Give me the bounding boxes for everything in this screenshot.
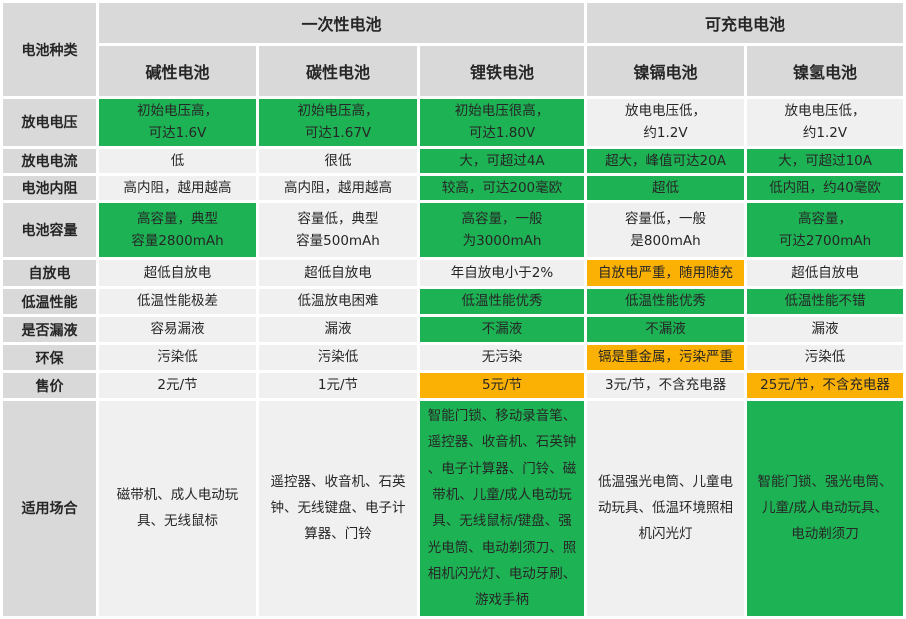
row-label-discharge-voltage: 放电电压 bbox=[3, 99, 96, 146]
table-cell: 污染低 bbox=[259, 345, 417, 371]
table-cell: 超大，峰值可达20A bbox=[587, 148, 745, 173]
table-cell: 低温性能不错 bbox=[747, 289, 904, 315]
table-cell: 1元/节 bbox=[259, 373, 417, 399]
table-cell: 污染低 bbox=[99, 345, 256, 371]
table-cell: 智能门锁、强光电筒、 儿童/成人电动玩具、 电动剃须刀 bbox=[747, 401, 904, 616]
table-cell: 低内阻，约40毫欧 bbox=[747, 175, 904, 201]
column-header-nimh: 镍氢电池 bbox=[747, 46, 904, 96]
table-cell: 初始电压很高， 可达1.80V bbox=[420, 99, 585, 146]
table-cell: 容量低，典型 容量500mAh bbox=[259, 203, 417, 258]
table-cell: 超低 bbox=[587, 175, 745, 201]
row-label-capacity: 电池容量 bbox=[3, 203, 96, 258]
row-label-internal-resistance: 电池内阻 bbox=[3, 175, 96, 201]
table-cell: 低温性能优秀 bbox=[587, 289, 745, 315]
table-cell: 大，可超过10A bbox=[747, 148, 904, 173]
table-cell: 超低自放电 bbox=[99, 260, 256, 287]
column-header-lithium-iron: 锂铁电池 bbox=[420, 46, 585, 96]
table-row: 环保 污染低 污染低 无污染 镉是重金属，污染严重 污染低 bbox=[3, 345, 904, 371]
table-cell: 污染低 bbox=[747, 345, 904, 371]
table-cell: 初始电压高， 可达1.6V bbox=[99, 99, 256, 146]
row-label-applications: 适用场合 bbox=[3, 401, 96, 616]
table-cell: 超低自放电 bbox=[259, 260, 417, 287]
column-header-carbon: 碳性电池 bbox=[259, 46, 417, 96]
table-cell: 很低 bbox=[259, 148, 417, 173]
table-cell: 超低自放电 bbox=[747, 260, 904, 287]
table-cell: 智能门锁、移动录音笔、 遥控器、收音机、石英钟 、电子计算器、门铃、磁 带机、儿… bbox=[420, 401, 585, 616]
table-row: 低温性能 低温性能极差 低温放电困难 低温性能优秀 低温性能优秀 低温性能不错 bbox=[3, 289, 904, 315]
table-row: 售价 2元/节 1元/节 5元/节 3元/节，不含充电器 25元/节，不含充电器 bbox=[3, 373, 904, 399]
table-cell: 镉是重金属，污染严重 bbox=[587, 345, 745, 371]
table-cell: 低温放电困难 bbox=[259, 289, 417, 315]
table-cell: 自放电严重，随用随充 bbox=[587, 260, 745, 287]
table-cell: 3元/节，不含充电器 bbox=[587, 373, 745, 399]
group-header-disposable: 一次性电池 bbox=[99, 3, 585, 43]
table-cell: 低 bbox=[99, 148, 256, 173]
column-header-alkaline: 碱性电池 bbox=[99, 46, 256, 96]
table-cell: 不漏液 bbox=[587, 317, 745, 343]
table-cell: 低温性能极差 bbox=[99, 289, 256, 315]
row-label-low-temp-performance: 低温性能 bbox=[3, 289, 96, 315]
table-row: 适用场合 磁带机、成人电动玩 具、无线鼠标 遥控器、收音机、石英 钟、无线键盘、… bbox=[3, 401, 904, 616]
table-cell: 低温强光电筒、儿童电 动玩具、低温环境照相 机闪光灯 bbox=[587, 401, 745, 616]
table-cell: 磁带机、成人电动玩 具、无线鼠标 bbox=[99, 401, 256, 616]
table-cell: 漏液 bbox=[747, 317, 904, 343]
row-label-leakage: 是否漏液 bbox=[3, 317, 96, 343]
table-row: 放电电流 低 很低 大，可超过4A 超大，峰值可达20A 大，可超过10A bbox=[3, 148, 904, 173]
table-cell: 高内阻，越用越高 bbox=[99, 175, 256, 201]
table-cell: 漏液 bbox=[259, 317, 417, 343]
row-label-discharge-current: 放电电流 bbox=[3, 148, 96, 173]
table-cell: 较高，可达200毫欧 bbox=[420, 175, 585, 201]
table-cell: 年自放电小于2% bbox=[420, 260, 585, 287]
row-label-price: 售价 bbox=[3, 373, 96, 399]
row-label-environment: 环保 bbox=[3, 345, 96, 371]
table-cell: 不漏液 bbox=[420, 317, 585, 343]
table-cell: 高容量，一般 为3000mAh bbox=[420, 203, 585, 258]
table-cell: 25元/节，不含充电器 bbox=[747, 373, 904, 399]
table-cell: 2元/节 bbox=[99, 373, 256, 399]
column-header-nicd: 镍镉电池 bbox=[587, 46, 745, 96]
table-cell: 大，可超过4A bbox=[420, 148, 585, 173]
table-row: 电池内阻 高内阻，越用越高 高内阻，越用越高 较高，可达200毫欧 超低 低内阻… bbox=[3, 175, 904, 201]
table-row: 自放电 超低自放电 超低自放电 年自放电小于2% 自放电严重，随用随充 超低自放… bbox=[3, 260, 904, 287]
table-row: 电池容量 高容量，典型 容量2800mAh 容量低，典型 容量500mAh 高容… bbox=[3, 203, 904, 258]
table-cell: 高内阻，越用越高 bbox=[259, 175, 417, 201]
table-cell: 无污染 bbox=[420, 345, 585, 371]
table-cell: 遥控器、收音机、石英 钟、无线键盘、电子计 算器、门铃 bbox=[259, 401, 417, 616]
table-cell: 容量低，一般 是800mAh bbox=[587, 203, 745, 258]
table-row: 是否漏液 容易漏液 漏液 不漏液 不漏液 漏液 bbox=[3, 317, 904, 343]
corner-header: 电池种类 bbox=[3, 3, 96, 96]
table-cell: 初始电压高， 可达1.67V bbox=[259, 99, 417, 146]
table-cell: 高容量，典型 容量2800mAh bbox=[99, 203, 256, 258]
table-cell: 放电电压低， 约1.2V bbox=[587, 99, 745, 146]
row-label-self-discharge: 自放电 bbox=[3, 260, 96, 287]
group-header-rechargeable: 可充电电池 bbox=[587, 3, 904, 43]
table-row: 放电电压 初始电压高， 可达1.6V 初始电压高， 可达1.67V 初始电压很高… bbox=[3, 99, 904, 146]
table-row: 碱性电池 碳性电池 锂铁电池 镍镉电池 镍氢电池 bbox=[3, 46, 904, 96]
table-cell: 低温性能优秀 bbox=[420, 289, 585, 315]
table-cell: 5元/节 bbox=[420, 373, 585, 399]
table-cell: 容易漏液 bbox=[99, 317, 256, 343]
table-cell: 放电电压低， 约1.2V bbox=[747, 99, 904, 146]
table-row: 电池种类 一次性电池 可充电电池 bbox=[3, 3, 904, 96]
table-cell: 高容量， 可达2700mAh bbox=[747, 203, 904, 258]
